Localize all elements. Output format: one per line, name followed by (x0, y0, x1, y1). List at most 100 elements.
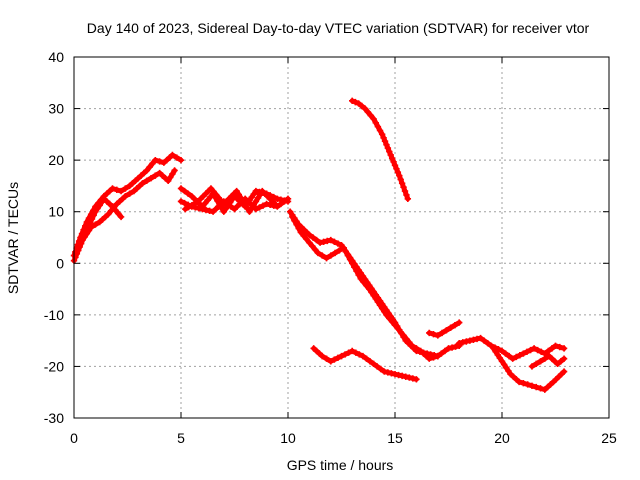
data-point (80, 233, 87, 241)
y-tick-label: -30 (44, 410, 64, 426)
data-point (541, 355, 548, 362)
data-point (311, 246, 319, 253)
plot-frame (73, 56, 610, 419)
data-point (182, 205, 189, 213)
data-point (356, 351, 363, 358)
data-point (331, 249, 339, 257)
data-point (117, 187, 125, 195)
data-point (256, 191, 264, 198)
data-point (394, 325, 402, 332)
data-point (378, 305, 386, 312)
data-point (390, 158, 397, 166)
data-point (366, 285, 373, 293)
data-point (177, 156, 185, 164)
data-point (181, 187, 188, 195)
data-point (246, 208, 253, 215)
data-point (281, 198, 288, 205)
data-point (459, 339, 466, 346)
data-point (404, 195, 412, 203)
y-tick-label: -20 (44, 358, 64, 374)
data-point (201, 200, 209, 207)
data-point (303, 236, 310, 243)
data-point (470, 336, 477, 343)
data-point (406, 339, 413, 346)
data-point (83, 226, 91, 233)
data-point (380, 134, 387, 141)
data-point (306, 231, 313, 239)
data-point (286, 208, 294, 215)
data-point (227, 203, 235, 210)
data-point (452, 343, 459, 350)
data-point (320, 238, 327, 245)
data-point (400, 332, 407, 339)
data-point (146, 163, 153, 171)
data-point (191, 200, 199, 207)
data-point (456, 319, 463, 326)
data-series (70, 97, 568, 393)
data-point (263, 200, 270, 208)
data-point (169, 151, 176, 159)
data-point (360, 278, 367, 286)
data-point (149, 160, 156, 167)
data-point (204, 196, 211, 204)
data-point (376, 127, 384, 134)
data-point (524, 381, 531, 388)
data-point (248, 205, 255, 212)
chart-title: Day 140 of 2023, Sidereal Day-to-day VTE… (87, 20, 590, 36)
data-point (113, 186, 120, 193)
data-point (81, 230, 89, 237)
data-point (319, 252, 326, 259)
series-arc-2c (182, 185, 279, 215)
data-point (109, 203, 116, 210)
data-point (370, 115, 377, 123)
data-point (527, 346, 534, 354)
data-point (398, 372, 406, 380)
data-point (477, 334, 484, 342)
data-point (552, 342, 559, 349)
data-point (349, 97, 356, 105)
data-point (397, 328, 404, 336)
data-point (177, 198, 185, 205)
data-point (537, 385, 544, 392)
data-point (408, 342, 416, 349)
data-point (96, 202, 103, 209)
data-point (252, 198, 260, 205)
y-axis-tick-labels: -30 -20 -10 0 10 20 30 40 (44, 49, 64, 426)
data-point (384, 369, 392, 376)
data-point (386, 148, 393, 155)
data-point (402, 373, 409, 380)
data-point (256, 204, 263, 211)
data-point (327, 252, 334, 259)
data-point (505, 367, 512, 375)
data-point (397, 176, 404, 183)
data-point (254, 194, 262, 202)
data-point (370, 292, 377, 299)
data-point (383, 141, 390, 148)
data-point (374, 123, 382, 130)
data-point (115, 210, 122, 217)
data-point (426, 329, 433, 337)
data-point (271, 200, 279, 208)
data-point (441, 347, 449, 355)
data-point (426, 355, 433, 362)
data-point (346, 256, 354, 263)
x-tick-label: 10 (280, 430, 296, 446)
data-point (289, 213, 296, 221)
data-point (528, 382, 536, 389)
data-point (293, 221, 300, 228)
data-point (494, 351, 501, 359)
data-point (498, 347, 506, 355)
data-point (366, 358, 374, 365)
x-axis-tick-labels: 0 5 10 15 20 25 (70, 430, 617, 446)
data-point (338, 352, 345, 360)
series-arc-6 (310, 345, 420, 383)
data-point (377, 365, 384, 373)
data-point (352, 349, 359, 356)
data-point (451, 321, 459, 329)
series-arc-1b (70, 167, 178, 264)
y-axis-title: SDTVAR / TECUs (5, 182, 21, 294)
data-point (359, 352, 367, 360)
data-point (533, 360, 540, 368)
x-tick-label: 20 (494, 430, 510, 446)
data-point (291, 217, 298, 224)
